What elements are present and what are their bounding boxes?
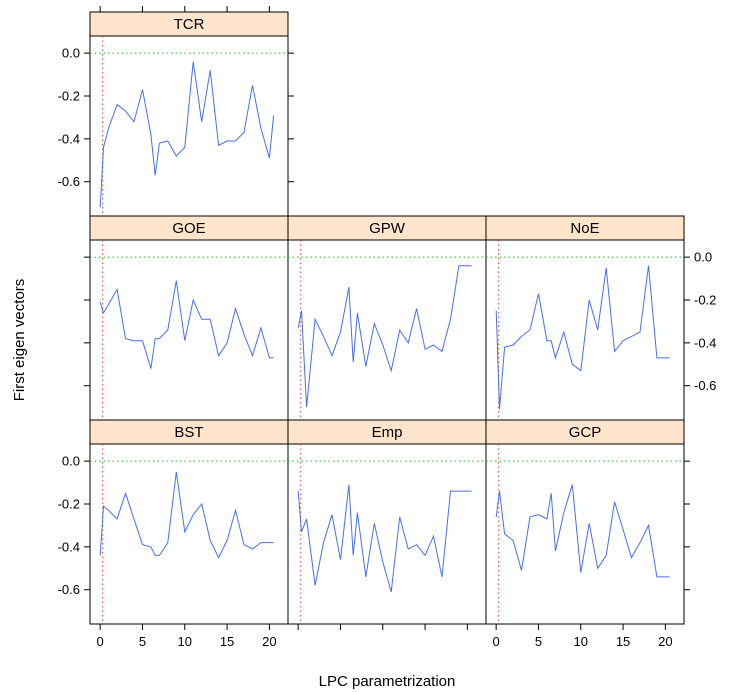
panel-goe: GOE — [89, 215, 289, 421]
y-tick-label: -0.4 — [58, 131, 80, 146]
strip-label-bst: BST — [174, 424, 203, 441]
y-tick-label: 0.0 — [694, 250, 712, 265]
x-tick-label: 15 — [616, 634, 630, 649]
x-tick-label: 5 — [535, 634, 542, 649]
x-tick-label: 5 — [139, 634, 146, 649]
y-axis-left-row2 — [84, 256, 90, 387]
strip-gcp — [485, 419, 685, 445]
y-axis-left-row3: 0.0 -0.2 -0.4 -0.6 — [58, 454, 90, 597]
y-tick-label: -0.4 — [58, 539, 80, 554]
x-tick-label: 20 — [262, 634, 276, 649]
y-tick-label: -0.2 — [694, 293, 716, 308]
y-axis-right-row3 — [684, 460, 690, 591]
strip-label-gcp: GCP — [569, 424, 602, 441]
x-tick-label: 0 — [97, 634, 104, 649]
plot-frame-gcp — [485, 443, 685, 625]
plot-frame-tcr — [89, 35, 289, 217]
strip-label-goe: GOE — [172, 220, 205, 237]
panel-gcp: GCP — [485, 419, 685, 625]
plot-frame-goe — [89, 239, 289, 421]
strip-label-tcr: TCR — [174, 16, 205, 33]
panel-bst: BST — [89, 419, 289, 625]
series-line-gpw — [297, 265, 472, 408]
y-axis-left-row1: 0.0 -0.2 -0.4 -0.6 — [58, 46, 90, 189]
x-axis-bottom-col2 — [297, 624, 468, 630]
axes-layer: 0.0 -0.2 -0.4 -0.6 0.0 -0.2 -0.4 -0.6 0.0 -0.2 -0.… — [58, 6, 716, 649]
series-line-emp — [297, 484, 472, 593]
plot-frame-emp — [287, 443, 487, 625]
panel-gpw: GPW — [287, 215, 487, 421]
y-tick-label: -0.2 — [58, 497, 80, 512]
y-tick-label: -0.6 — [694, 378, 716, 393]
series-line-noe — [495, 265, 670, 410]
panel-noe: NoE — [485, 215, 685, 421]
y-axis-right-row2: 0.0 -0.2 -0.4 -0.6 — [684, 250, 716, 393]
strip-label-emp: Emp — [372, 424, 403, 441]
x-tick-label: 20 — [658, 634, 672, 649]
strip-goe — [89, 215, 289, 241]
x-tick-label: 10 — [574, 634, 588, 649]
series-line-goe — [99, 280, 274, 369]
strip-bst — [89, 419, 289, 445]
strip-gpw — [287, 215, 487, 241]
x-tick-label: 15 — [220, 634, 234, 649]
strip-emp — [287, 419, 487, 445]
strip-label-gpw: GPW — [369, 220, 406, 237]
series-line-bst — [99, 471, 274, 559]
plot-frame-bst — [89, 443, 289, 625]
y-tick-label: 0.0 — [62, 46, 80, 61]
y-tick-label: -0.4 — [694, 335, 716, 350]
panels-layer: TCR GOE GPW NoE BST Emp GCP — [89, 11, 685, 625]
panel-tcr: TCR — [89, 11, 289, 217]
x-axis-bottom-col3: 0 5 10 15 20 — [493, 624, 673, 649]
x-axis-title: LPC parametrization — [319, 673, 456, 690]
x-axis-top-col1 — [99, 6, 270, 12]
strip-tcr — [89, 11, 289, 37]
plot-frame-gpw — [287, 239, 487, 421]
y-axis-right-row1 — [288, 52, 294, 183]
y-axis-title: First eigen vectors — [11, 279, 28, 402]
series-line-tcr — [99, 61, 275, 208]
x-tick-label: 0 — [493, 634, 500, 649]
strip-noe — [485, 215, 685, 241]
y-tick-label: 0.0 — [62, 454, 80, 469]
strip-label-noe: NoE — [570, 220, 599, 237]
y-tick-label: -0.2 — [58, 89, 80, 104]
x-axis-bottom-col1: 0 5 10 15 20 — [97, 624, 277, 649]
y-tick-label: -0.6 — [58, 174, 80, 189]
series-line-gcp — [495, 484, 670, 578]
x-tick-label: 10 — [178, 634, 192, 649]
panel-emp: Emp — [287, 419, 487, 625]
y-tick-label: -0.6 — [58, 582, 80, 597]
